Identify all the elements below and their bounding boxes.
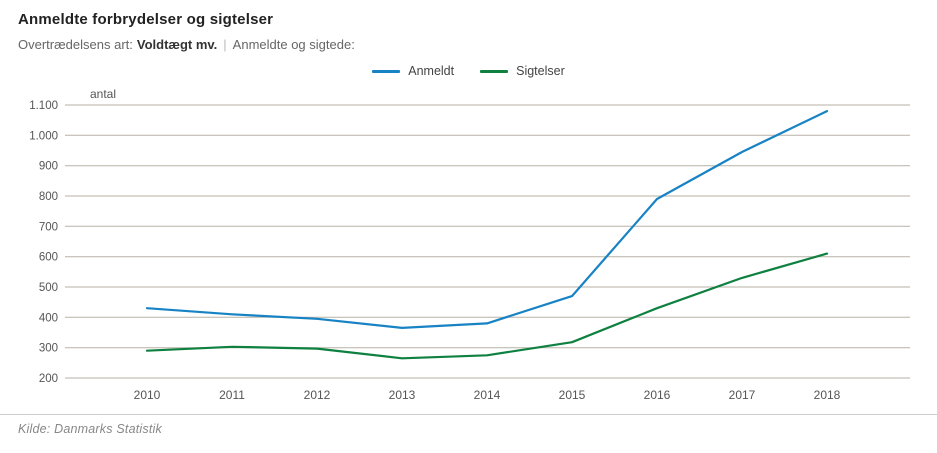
page-title: Anmeldte forbrydelser og sigtelser	[18, 11, 274, 28]
svg-text:1.100: 1.100	[29, 100, 58, 112]
svg-text:700: 700	[39, 221, 58, 233]
svg-text:2012: 2012	[304, 388, 331, 402]
legend-item-sigtelser[interactable]: Sigtelser	[480, 64, 565, 78]
svg-text:800: 800	[39, 191, 58, 203]
svg-text:2010: 2010	[134, 388, 161, 402]
subtitle-prefix: Overtrædelsens art:	[18, 37, 133, 52]
subtitle-suffix: Anmeldte og sigtede:	[232, 37, 355, 52]
svg-text:2016: 2016	[644, 388, 671, 402]
svg-text:1.000: 1.000	[29, 130, 58, 142]
svg-text:600: 600	[39, 252, 58, 264]
legend-label-anmeldt: Anmeldt	[408, 64, 455, 78]
chart-legend: Anmeldt Sigtelser	[0, 62, 937, 80]
anmeldt-line-swatch	[372, 69, 401, 73]
svg-text:2015: 2015	[559, 388, 586, 402]
chart-subtitle: Overtrædelsens art: Voldtægt mv. | Anmeldte…	[18, 37, 919, 52]
legend-item-anmeldt[interactable]: Anmeldt	[372, 64, 454, 78]
svg-text:2017: 2017	[729, 388, 756, 402]
svg-text:2018: 2018	[814, 388, 841, 402]
svg-text:2014: 2014	[474, 388, 501, 402]
svg-text:300: 300	[39, 343, 58, 355]
legend-label-sigtelser: Sigtelser	[516, 64, 565, 78]
subtitle-separator: |	[223, 37, 227, 52]
source-note: Kilde: Danmarks Statistik	[18, 422, 162, 436]
svg-text:500: 500	[39, 282, 58, 294]
svg-text:900: 900	[39, 161, 58, 173]
svg-text:200: 200	[39, 373, 58, 385]
svg-text:2013: 2013	[389, 388, 416, 402]
chart-header: Anmeldte forbrydelser og sigtelser Overt…	[0, 0, 937, 52]
sigtelser-line-swatch	[480, 69, 509, 73]
subtitle-offence-value: Voldtægt mv.	[136, 37, 218, 52]
footer-divider	[0, 414, 937, 415]
svg-text:antal: antal	[90, 87, 116, 101]
line-chart: 200 300 400 500 600 700 800 900 1.000 1.100 antal 2…	[29, 87, 910, 402]
svg-text:400: 400	[39, 312, 58, 324]
svg-text:2011: 2011	[219, 388, 245, 402]
